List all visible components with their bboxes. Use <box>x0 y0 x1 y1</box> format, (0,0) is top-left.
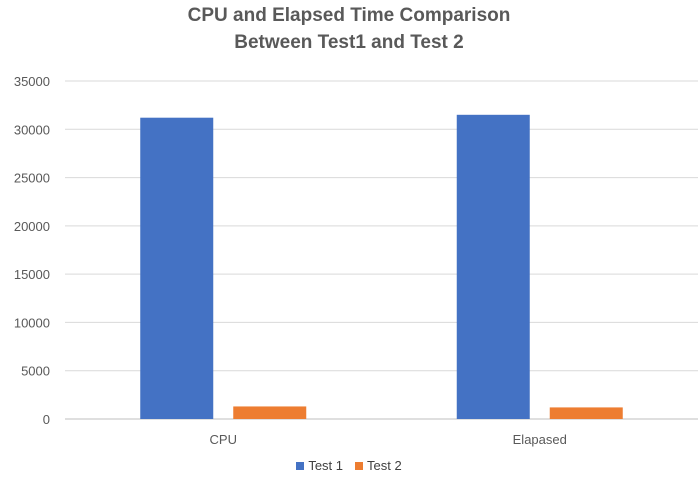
legend: Test 1 Test 2 <box>0 458 698 473</box>
legend-label-test1: Test 1 <box>308 458 343 473</box>
bar-test2-cpu <box>233 406 307 419</box>
chart-subtitle: Between Test1 and Test 2 <box>234 32 464 53</box>
y-tick-label: 10000 <box>14 315 50 330</box>
legend-label-test2: Test 2 <box>367 458 402 473</box>
bar-test2-elapased <box>549 407 623 419</box>
y-tick-label: 30000 <box>14 122 50 137</box>
x-tick-label: Elapased <box>513 432 567 447</box>
y-tick-label: 5000 <box>21 364 50 379</box>
x-tick-label: CPU <box>210 432 237 447</box>
legend-item-test1: Test 1 <box>296 458 343 473</box>
y-tick-label: 20000 <box>14 219 50 234</box>
legend-item-test2: Test 2 <box>355 458 402 473</box>
legend-swatch-test2 <box>355 461 363 470</box>
bar-test1-elapased <box>456 114 530 420</box>
y-tick-label: 0 <box>43 412 50 427</box>
legend-swatch-test1 <box>296 461 305 470</box>
y-tick-label: 25000 <box>14 171 50 186</box>
chart-title: CPU and Elapsed Time Comparison <box>187 5 511 26</box>
y-tick-label: 35000 <box>14 74 50 89</box>
y-tick-label: 15000 <box>14 267 50 282</box>
bar-test1-cpu <box>140 117 214 419</box>
